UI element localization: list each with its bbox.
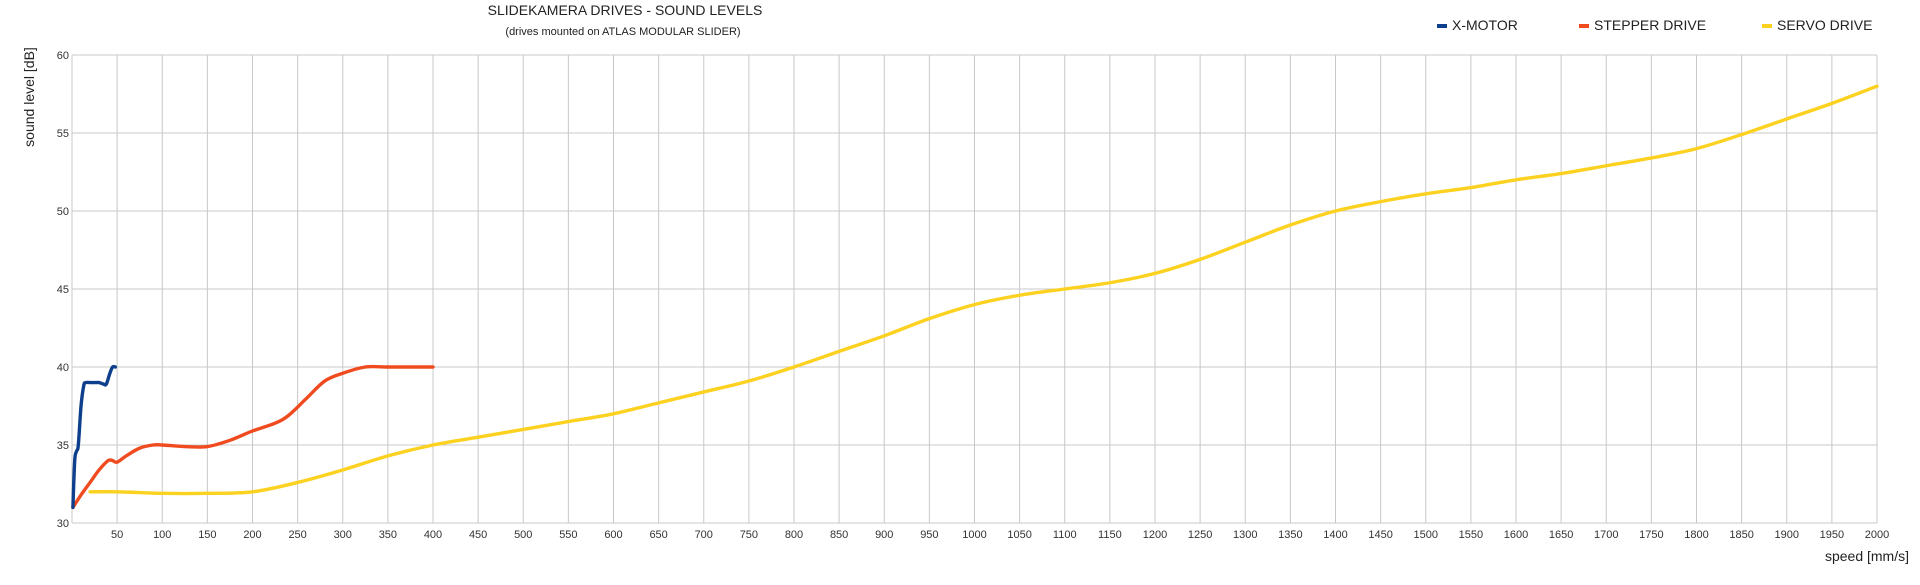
legend-label-servo-drive: SERVO DRIVE [1777, 17, 1872, 33]
chart-subtitle: (drives mounted on ATLAS MODULAR SLIDER) [505, 26, 740, 38]
y-axis-title: sound level [dB] [21, 47, 37, 147]
x-tick-label: 1300 [1233, 529, 1257, 541]
legend-swatch-x-motor [1437, 24, 1447, 28]
x-tick-label: 800 [785, 529, 803, 541]
x-tick-label: 450 [469, 529, 487, 541]
x-tick-label: 1600 [1504, 529, 1528, 541]
x-tick-label: 100 [153, 529, 171, 541]
legend-label-stepper-drive: STEPPER DRIVE [1594, 17, 1706, 33]
y-tick-label: 30 [57, 518, 69, 530]
x-tick-label: 1800 [1684, 529, 1708, 541]
x-axis-ticks: 50 100 150 200 250 300 350 400 450 500 550 600 650 70… [111, 529, 1889, 541]
x-tick-label: 1550 [1459, 529, 1483, 541]
y-axis-ticks: 30 35 40 45 50 55 60 [57, 50, 69, 530]
x-tick-label: 200 [243, 529, 261, 541]
x-tick-label: 1250 [1188, 529, 1212, 541]
series-line-stepper-drive [71, 364, 435, 510]
x-tick-label: 700 [695, 529, 713, 541]
legend-swatch-servo-drive [1762, 24, 1772, 28]
x-tick-label: 600 [604, 529, 622, 541]
y-tick-label: 50 [57, 206, 69, 218]
grid [71, 54, 1878, 524]
x-tick-label: 850 [830, 529, 848, 541]
x-tick-label: 1050 [1007, 529, 1031, 541]
x-tick-label: 1100 [1053, 529, 1077, 541]
x-tick-label: 900 [875, 529, 893, 541]
x-tick-label: 400 [424, 529, 442, 541]
x-tick-label: 950 [920, 529, 938, 541]
y-tick-label: 45 [57, 284, 69, 296]
x-tick-label: 1350 [1278, 529, 1302, 541]
x-tick-label: 1500 [1414, 529, 1438, 541]
legend-label-x-motor: X-MOTOR [1452, 17, 1518, 33]
x-tick-label: 1150 [1098, 529, 1122, 541]
x-tick-label: 2000 [1865, 529, 1889, 541]
x-tick-label: 1000 [962, 529, 986, 541]
x-tick-label: 1750 [1639, 529, 1663, 541]
x-tick-label: 1450 [1368, 529, 1392, 541]
legend: X-MOTOR STEPPER DRIVE SERVO DRIVE [1437, 17, 1872, 33]
x-tick-label: 1400 [1323, 529, 1347, 541]
x-tick-label: 550 [559, 529, 577, 541]
x-tick-label: 750 [740, 529, 758, 541]
x-tick-label: 500 [514, 529, 532, 541]
y-tick-label: 55 [57, 128, 69, 140]
series-line-servo-drive [88, 84, 1879, 496]
x-tick-label: 350 [379, 529, 397, 541]
x-tick-label: 1200 [1143, 529, 1167, 541]
x-tick-label: 1850 [1729, 529, 1753, 541]
x-tick-label: 650 [649, 529, 667, 541]
x-axis-title: speed [mm/s] [1825, 548, 1909, 564]
x-tick-label: 1650 [1549, 529, 1573, 541]
x-tick-label: 1950 [1820, 529, 1844, 541]
x-tick-label: 50 [111, 529, 123, 541]
x-tick-label: 250 [288, 529, 306, 541]
series-lines [71, 84, 1879, 510]
y-tick-label: 60 [57, 50, 69, 62]
legend-swatch-stepper-drive [1579, 24, 1589, 28]
x-tick-label: 150 [198, 529, 216, 541]
series-line-x-motor [71, 364, 118, 510]
chart-title: SLIDEKAMERA DRIVES - SOUND LEVELS [488, 2, 763, 18]
y-tick-label: 35 [57, 440, 69, 452]
x-tick-label: 1900 [1775, 529, 1799, 541]
x-tick-label: 300 [334, 529, 352, 541]
y-tick-label: 40 [57, 362, 69, 374]
x-tick-label: 1700 [1594, 529, 1618, 541]
